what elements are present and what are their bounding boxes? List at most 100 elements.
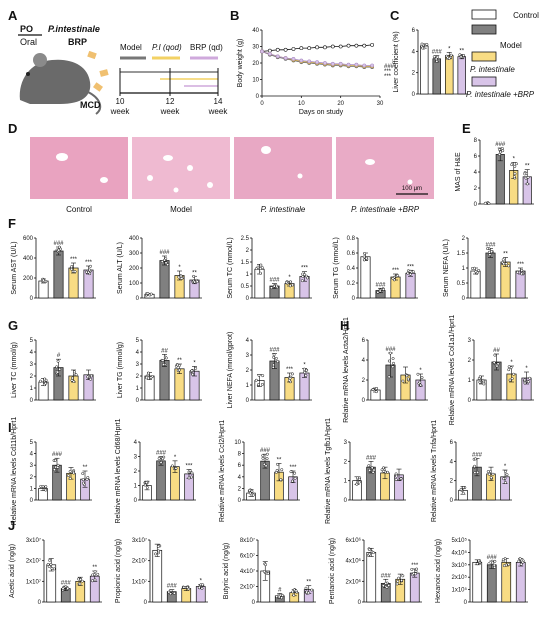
lipid-droplet-icon bbox=[173, 187, 179, 193]
data-point bbox=[315, 45, 319, 50]
data-point bbox=[190, 471, 194, 475]
data-point bbox=[275, 284, 279, 288]
stat-annotation: ### bbox=[432, 50, 443, 56]
data-point bbox=[80, 579, 84, 583]
data-point bbox=[194, 366, 198, 370]
y-tick-label: 2 bbox=[450, 479, 454, 485]
brp-label: BRP bbox=[68, 37, 87, 47]
data-point bbox=[56, 463, 60, 467]
data-point bbox=[414, 569, 418, 573]
histology-image-model bbox=[132, 137, 230, 199]
y-tick-label: 0.4 bbox=[347, 266, 356, 272]
data-point bbox=[177, 368, 181, 372]
y-tick-label: 4 bbox=[30, 452, 34, 458]
y-tick-label: 0.6 bbox=[347, 251, 356, 257]
data-point bbox=[510, 163, 514, 167]
histology-image-control bbox=[30, 137, 128, 199]
data-point bbox=[164, 356, 168, 360]
data-point bbox=[502, 262, 506, 266]
data-point bbox=[50, 566, 54, 570]
y-tick-label: 3 bbox=[136, 362, 140, 368]
data-point bbox=[44, 488, 48, 492]
data-point bbox=[507, 365, 511, 369]
stat-annotation: * bbox=[193, 360, 196, 366]
data-point bbox=[410, 567, 414, 571]
y-axis-label: Body weight (g) bbox=[237, 39, 244, 88]
data-point bbox=[365, 256, 368, 260]
chart-j3: 0 2x10⁷ 4x10⁷ 6x10⁷ 8x10⁷ Butyric acid (ng/g)… bbox=[223, 537, 316, 606]
data-point bbox=[78, 582, 82, 586]
stat-annotation: * bbox=[174, 455, 177, 461]
data-point bbox=[70, 378, 74, 382]
data-point bbox=[81, 472, 85, 475]
y-tick-label: 3 bbox=[134, 455, 138, 461]
histology-row: 100 μm Control Model P. intestinale P. i… bbox=[30, 137, 434, 214]
histology-label-p-int-brp: P. intestinale +BRP bbox=[351, 205, 420, 214]
data-point bbox=[91, 579, 94, 583]
stat-annotation: *** bbox=[289, 465, 297, 471]
data-point bbox=[486, 247, 490, 251]
data-point bbox=[520, 268, 524, 272]
data-point bbox=[74, 373, 78, 377]
stat-annotation: *** bbox=[70, 257, 78, 263]
data-point bbox=[291, 590, 295, 594]
y-axis-label: Serum TG (mmol/L) bbox=[333, 237, 340, 299]
data-point bbox=[276, 360, 280, 363]
data-point bbox=[425, 42, 429, 46]
data-point bbox=[489, 470, 493, 473]
bar bbox=[420, 45, 429, 95]
mouse-icon bbox=[19, 59, 91, 104]
y-tick-label: 600 bbox=[23, 236, 34, 242]
legend-label-model: Model bbox=[500, 41, 522, 50]
data-point bbox=[280, 468, 284, 472]
data-point bbox=[459, 55, 463, 59]
data-point bbox=[378, 289, 382, 293]
data-point bbox=[267, 48, 272, 53]
data-point bbox=[257, 383, 260, 387]
y-tick-label: 1.5 bbox=[241, 260, 250, 266]
week-word: week bbox=[110, 107, 131, 116]
week-14: 14 bbox=[214, 97, 223, 106]
data-point bbox=[265, 457, 269, 460]
data-point bbox=[193, 280, 197, 284]
stat-annotation: ** bbox=[192, 270, 197, 276]
stat-annotation: ### bbox=[485, 243, 496, 249]
stat-annotation: ** bbox=[92, 565, 97, 571]
data-point bbox=[79, 578, 83, 581]
y-tick-label: 6x10⁶ bbox=[346, 537, 362, 544]
y-tick-label: 3 bbox=[30, 463, 34, 469]
stat-annotation: *** bbox=[384, 69, 392, 75]
data-point bbox=[387, 584, 391, 587]
stat-annotation: * bbox=[513, 156, 516, 162]
data-point bbox=[401, 574, 405, 578]
vessel-icon bbox=[365, 159, 375, 165]
legend: Control Model P. intestinale P. intestin… bbox=[466, 9, 539, 99]
data-point bbox=[496, 362, 500, 366]
data-point bbox=[487, 250, 491, 254]
data-point bbox=[89, 374, 93, 378]
data-point bbox=[53, 458, 57, 462]
data-point bbox=[514, 162, 518, 166]
panel-letter-i: I bbox=[8, 420, 12, 435]
data-point bbox=[261, 456, 265, 460]
data-point bbox=[508, 378, 512, 382]
bar bbox=[515, 561, 526, 603]
data-point bbox=[304, 373, 308, 377]
data-point bbox=[144, 481, 148, 484]
chart-j4: 0 2x10⁶ 4x10⁶ 6x10⁶ Pentanoic acid (ng/g) ###… bbox=[329, 537, 422, 606]
data-point bbox=[265, 452, 269, 456]
y-tick-label: 1x10⁷ bbox=[26, 578, 41, 585]
data-point bbox=[368, 552, 372, 556]
y-tick-label: 1 bbox=[134, 484, 138, 490]
y-tick-label: 1 bbox=[30, 486, 34, 492]
y-tick-label: 20 bbox=[252, 61, 259, 67]
data-point bbox=[290, 479, 294, 483]
y-tick-label: 2x10⁶ bbox=[346, 578, 362, 585]
data-point bbox=[523, 378, 527, 382]
bar bbox=[366, 552, 377, 603]
data-point bbox=[177, 275, 181, 279]
data-point bbox=[409, 272, 412, 276]
data-point bbox=[89, 377, 92, 381]
